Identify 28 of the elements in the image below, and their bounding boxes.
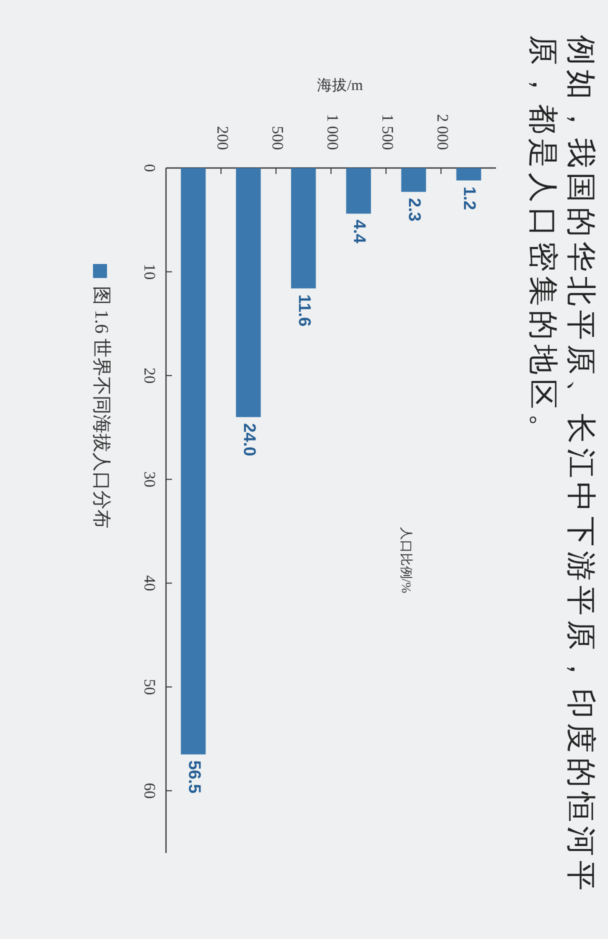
data-label: 56.5 xyxy=(184,760,204,794)
bar xyxy=(456,168,482,180)
text: 例如，我国的华北平原、长江中下游平原，印度的恒河平原，都是人口密集的地区。 xyxy=(526,35,598,895)
y-tick-label: 0 xyxy=(140,164,158,172)
text: 2 000 xyxy=(433,114,450,150)
text: 200 xyxy=(213,126,230,150)
text: 图 1.6 世界不同海拔人口分布 xyxy=(90,286,112,528)
y-tick-label: 40 xyxy=(140,575,158,592)
text: 500 xyxy=(268,126,286,150)
y-tick-label: 30 xyxy=(140,471,158,488)
data-label: 4.4 xyxy=(350,220,370,244)
data-label: 24.0 xyxy=(240,423,259,456)
data-label: 2.3 xyxy=(405,198,424,222)
data-label: 11.6 xyxy=(294,294,314,327)
y-tick-label: 20 xyxy=(140,368,158,384)
bar xyxy=(180,168,206,754)
text: 1 500 xyxy=(378,114,396,150)
text: 1 000 xyxy=(323,114,340,150)
y-tick-label: 50 xyxy=(140,678,158,695)
bar xyxy=(291,168,316,288)
y-axis-title: 人口比例/% xyxy=(399,526,414,594)
bar xyxy=(236,168,261,418)
y-tick-label: 60 xyxy=(140,782,158,799)
data-label: 1.2 xyxy=(460,186,480,210)
x-axis-title: 海拔/m xyxy=(317,77,364,94)
bar xyxy=(346,168,371,214)
bar xyxy=(401,168,426,192)
y-tick-label: 10 xyxy=(140,264,158,280)
